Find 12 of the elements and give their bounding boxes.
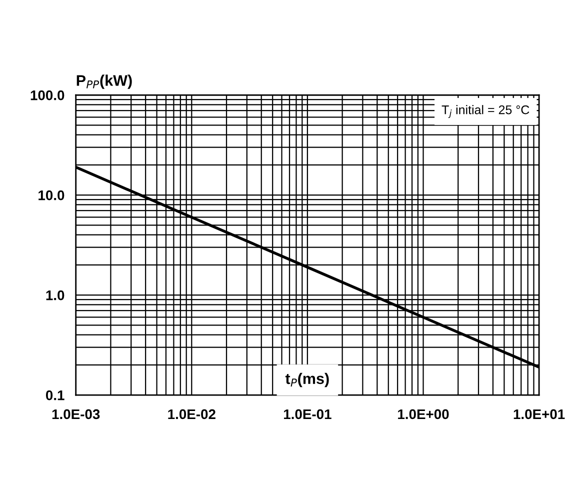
x-tick-label: 1.0E-02 bbox=[168, 409, 216, 420]
y-tick-label: 100.0 bbox=[30, 90, 64, 100]
x-axis-title: t$_{P}$(ms) bbox=[285, 372, 329, 388]
x-tick-label: 1.0E+00 bbox=[398, 409, 449, 420]
x-tick-label: 1.0E-03 bbox=[52, 409, 100, 420]
y-tick-label: 0.1 bbox=[46, 390, 64, 400]
y-tick-label: 10.0 bbox=[38, 190, 64, 200]
y-tick-label: 1.0 bbox=[46, 290, 64, 300]
annotation: T$_{j}$ initial = 25 °C bbox=[442, 105, 530, 118]
x-tick-label: 1.0E+01 bbox=[514, 409, 565, 420]
y-axis-title: P$_{PP}$(kW) bbox=[76, 74, 132, 89]
x-tick-label: 1.0E-01 bbox=[284, 409, 332, 420]
